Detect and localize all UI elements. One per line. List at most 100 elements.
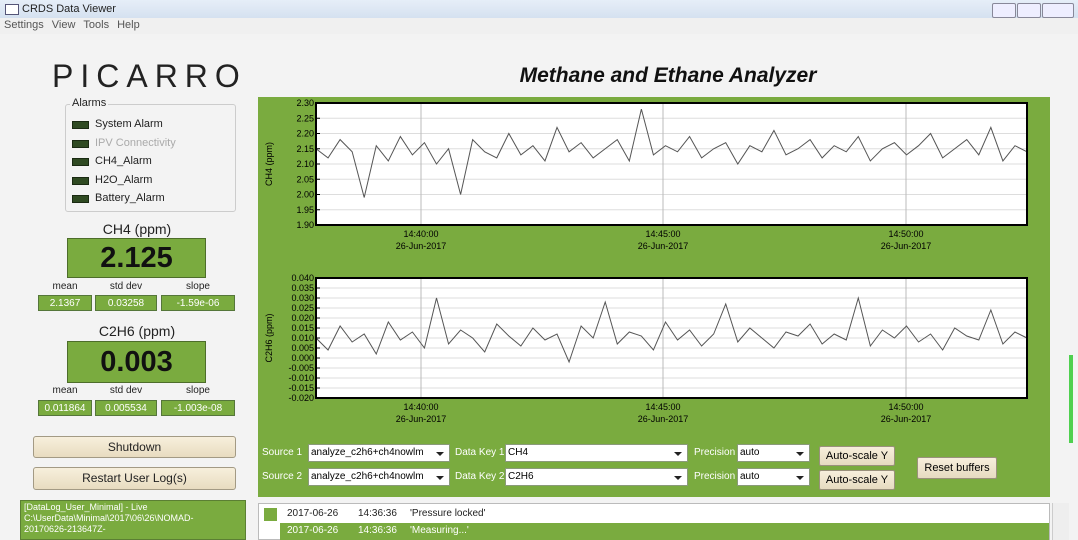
- x-tick-time: 14:45:00: [645, 402, 680, 412]
- y-tick-label: 1.90: [296, 220, 314, 230]
- alarms-title: Alarms: [70, 97, 109, 109]
- event-cell: 2017-06-26: [287, 525, 339, 536]
- log-line: 20170626-213647Z-: [24, 524, 106, 534]
- event-cell: 'Pressure locked': [410, 508, 486, 519]
- y-tick-label: 0.000: [291, 353, 314, 363]
- stat-name: slope: [186, 385, 210, 396]
- main-title: Methane and Ethane Analyzer: [519, 64, 817, 87]
- x-tick-date: 26-Jun-2017: [638, 241, 689, 251]
- y-tick-label: -0.010: [288, 373, 314, 383]
- x-tick-time: 14:40:00: [403, 402, 438, 412]
- key-label: Data Key 2: [455, 471, 505, 482]
- y-tick-label: 2.05: [296, 174, 314, 184]
- alarm-label: CH4_Alarm: [95, 155, 152, 167]
- readout-label: CH4 (ppm): [102, 221, 172, 237]
- close-button[interactable]: [1042, 3, 1074, 18]
- y-tick-label: -0.005: [288, 363, 314, 373]
- source-label: Source 1: [262, 447, 303, 458]
- reset-buffers-button[interactable]: Reset buffers: [917, 457, 997, 479]
- event-cell: 14:36:36: [358, 525, 397, 536]
- y-tick-label: 0.040: [291, 273, 314, 283]
- y-tick-label: 0.035: [291, 283, 314, 293]
- menu-item[interactable]: Settings: [4, 19, 44, 31]
- plot-frame: [315, 102, 1028, 226]
- stat-value: 0.011864: [38, 400, 92, 416]
- stat-value: -1.59e-06: [161, 295, 235, 311]
- y-axis-label: CH4 (ppm): [264, 142, 274, 186]
- plot-frame: [315, 277, 1028, 399]
- readout-label: C2H6 (ppm): [98, 323, 176, 339]
- restart-log-button[interactable]: Restart User Log(s): [33, 467, 236, 490]
- y-tick-label: 0.030: [291, 293, 314, 303]
- logo: PICARRO: [52, 58, 247, 94]
- alarm-label: System Alarm: [95, 118, 163, 130]
- window-title: CRDS Data Viewer: [22, 3, 116, 15]
- precision-label: Precision: [694, 471, 736, 482]
- log-text: [DataLog_User_Minimal] - Live C:\UserData…: [24, 502, 194, 535]
- y-tick-label: 2.25: [296, 113, 314, 123]
- maximize-button[interactable]: [1017, 3, 1041, 18]
- alarm-led: [72, 176, 89, 185]
- autoscale-button[interactable]: Auto-scale Y: [819, 446, 895, 466]
- trace: [315, 108, 1028, 198]
- alarms-frame: [65, 104, 236, 212]
- y-tick-label: 0.005: [291, 343, 314, 353]
- app-icon: [5, 4, 19, 15]
- key-combo[interactable]: CH4: [505, 444, 688, 462]
- x-tick-time: 14:50:00: [888, 402, 923, 412]
- autoscale-button[interactable]: Auto-scale Y: [819, 470, 895, 490]
- x-tick-date: 26-Jun-2017: [396, 414, 447, 424]
- x-tick-time: 14:45:00: [645, 229, 680, 239]
- source-combo[interactable]: analyze_c2h6+ch4nowlm: [308, 468, 450, 486]
- menu-item[interactable]: Help: [117, 19, 140, 31]
- event-cell: 2017-06-26: [287, 508, 339, 519]
- trace: [315, 296, 1028, 364]
- minimize-button[interactable]: [992, 3, 1016, 18]
- menu-item[interactable]: View: [51, 19, 76, 31]
- alarm-led: [72, 139, 89, 148]
- y-tick-label: 0.025: [291, 303, 314, 313]
- x-tick-date: 26-Jun-2017: [881, 241, 932, 251]
- stat-name: std dev: [109, 385, 143, 396]
- precision-combo[interactable]: auto: [737, 444, 810, 462]
- y-tick-label: 0.015: [291, 323, 314, 333]
- y-tick-label: -0.015: [288, 383, 314, 393]
- source-label: Source 2: [262, 471, 303, 482]
- menu-item[interactable]: Tools: [83, 19, 110, 31]
- y-axis-label: C2H6 (ppm): [264, 313, 274, 362]
- alarm-label: IPV Connectivity: [95, 136, 176, 149]
- stat-name: mean: [52, 385, 78, 396]
- plots: 2.30 2.25 2.20 2.15 2.10 2.05 2.00 1.95 1.90 14:4…: [264, 98, 1028, 424]
- precision-label: Precision: [694, 447, 736, 458]
- stat-value: 0.005534: [95, 400, 157, 416]
- key-combo[interactable]: C2H6: [505, 468, 688, 486]
- y-tick-label: 2.20: [296, 129, 314, 139]
- alarm-led: [72, 121, 89, 129]
- stat-name: std dev: [109, 281, 143, 292]
- log-line: [DataLog_User_Minimal] - Live: [24, 502, 148, 512]
- y-tick-label: 0.010: [291, 333, 314, 343]
- shutdown-button[interactable]: Shutdown: [33, 436, 236, 458]
- stat-name: mean: [52, 281, 78, 292]
- readout-value: 0.003: [67, 341, 206, 383]
- source-combo[interactable]: analyze_c2h6+ch4nowlm: [308, 444, 450, 462]
- y-tick-label: 2.10: [296, 159, 314, 169]
- scroll-indicator: [1069, 355, 1073, 443]
- alarm-label: H2O_Alarm: [95, 173, 153, 186]
- y-tick-label: 2.00: [296, 190, 314, 200]
- stat-value: -1.003e-08: [161, 400, 235, 416]
- event-scrollbar: [1052, 503, 1069, 540]
- y-tick-label: 2.15: [296, 144, 314, 154]
- x-tick-date: 26-Jun-2017: [396, 241, 447, 251]
- x-tick-date: 26-Jun-2017: [881, 414, 932, 424]
- menu-bar: [0, 18, 1078, 34]
- x-tick-time: 14:50:00: [888, 229, 923, 239]
- stat-name: slope: [186, 281, 210, 292]
- log-line: C:\UserData\Minimal\2017\06\26\NOMAD-: [24, 513, 194, 523]
- event-row-highlight: [280, 523, 1049, 540]
- y-tick-label: 1.95: [296, 205, 314, 215]
- event-cell: 'Measuring...': [410, 525, 469, 536]
- precision-combo[interactable]: auto: [737, 468, 810, 486]
- alarm-led: [72, 195, 89, 203]
